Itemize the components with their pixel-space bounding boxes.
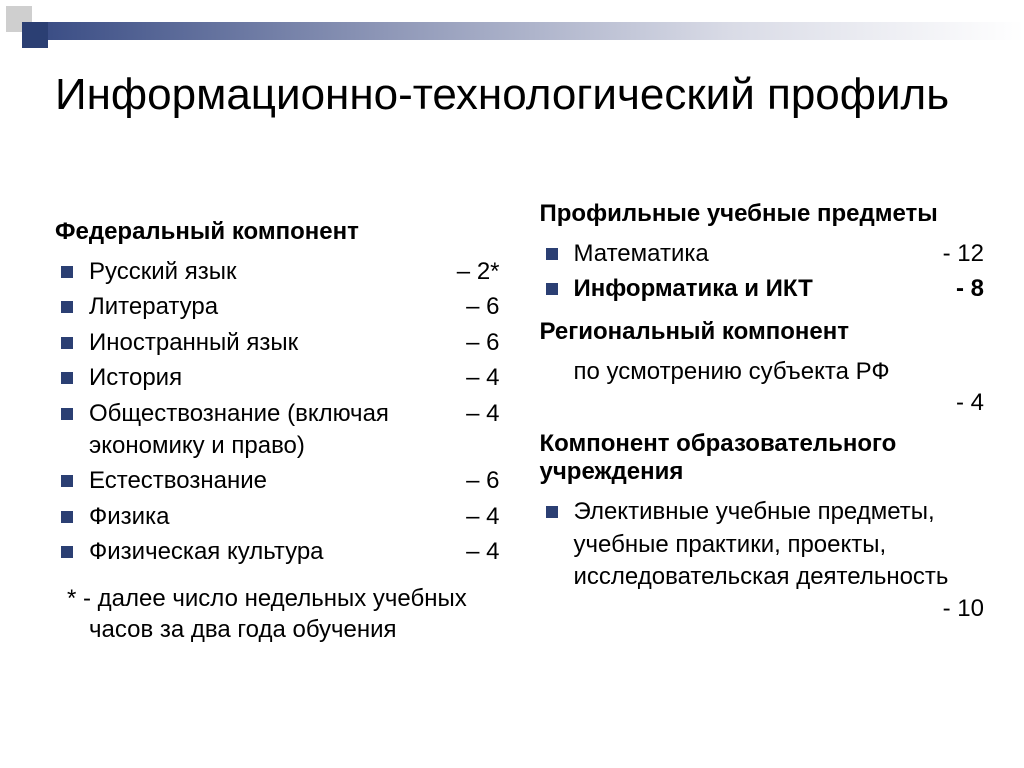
- right-heading-3: Компонент образовательного учреждения: [540, 430, 985, 486]
- left-column: Федеральный компонент Русский язык – 2* …: [55, 200, 500, 748]
- list-item: Обществознание (включая экономику и прав…: [55, 398, 500, 463]
- item-value: – 4: [466, 398, 499, 430]
- left-heading: Федеральный компонент: [55, 218, 500, 246]
- item-value: - 8: [956, 273, 984, 305]
- decor-bar: [0, 0, 1024, 40]
- item-label: Русский язык: [89, 256, 445, 288]
- item-label: Информатика и ИКТ: [574, 273, 944, 305]
- right-heading-1: Профильные учебные предметы: [540, 200, 985, 228]
- decor-gradient-line: [42, 22, 1024, 40]
- item-value: - 12: [943, 238, 984, 270]
- list-item: Литература – 6: [55, 291, 500, 323]
- item-label: Математика: [574, 238, 931, 270]
- item-value: – 6: [466, 327, 499, 359]
- item-value: - 10: [943, 593, 984, 625]
- list-item: Математика - 12: [540, 238, 985, 270]
- list-item: Физика – 4: [55, 501, 500, 533]
- list-item: Русский язык – 2*: [55, 256, 500, 288]
- item-label: Физическая культура: [89, 536, 454, 568]
- list-item: Иностранный язык – 6: [55, 327, 500, 359]
- item-label: Физика: [89, 501, 454, 533]
- footnote: * - далее число недельных учебных часов …: [55, 583, 500, 645]
- list-item: Физическая культура – 4: [55, 536, 500, 568]
- regional-text: по усмотрению субъекта РФ - 4: [540, 356, 985, 418]
- slide-title: Информационно-технологический профиль: [55, 70, 984, 121]
- regional-label: по усмотрению субъекта РФ: [574, 356, 985, 387]
- item-value: – 6: [466, 291, 499, 323]
- right-heading-2: Региональный компонент: [540, 318, 985, 346]
- slide-body: Федеральный компонент Русский язык – 2* …: [55, 200, 984, 748]
- federal-list: Русский язык – 2* Литература – 6 Иностра…: [55, 256, 500, 569]
- list-item: Элективные учебные предметы, учебные пра…: [540, 496, 985, 626]
- regional-value: - 4: [956, 387, 984, 418]
- right-column: Профильные учебные предметы Математика -…: [540, 200, 985, 748]
- item-label: История: [89, 362, 454, 394]
- item-value: – 2*: [457, 256, 500, 288]
- item-value: – 6: [466, 465, 499, 497]
- decor-square-dark: [22, 22, 48, 48]
- list-item: Информатика и ИКТ - 8: [540, 273, 985, 305]
- item-label: Естествознание: [89, 465, 454, 497]
- item-value: – 4: [466, 501, 499, 533]
- institution-list: Элективные учебные предметы, учебные пра…: [540, 496, 985, 626]
- item-value: – 4: [466, 362, 499, 394]
- slide: Информационно-технологический профиль Фе…: [0, 0, 1024, 768]
- profile-list: Математика - 12 Информатика и ИКТ - 8: [540, 238, 985, 306]
- item-label: Элективные учебные предметы, учебные пра…: [574, 496, 985, 593]
- item-label: Обществознание (включая экономику и прав…: [89, 398, 454, 463]
- item-label: Литература: [89, 291, 454, 323]
- list-item: История – 4: [55, 362, 500, 394]
- item-label: Иностранный язык: [89, 327, 454, 359]
- list-item: Естествознание – 6: [55, 465, 500, 497]
- item-value: – 4: [466, 536, 499, 568]
